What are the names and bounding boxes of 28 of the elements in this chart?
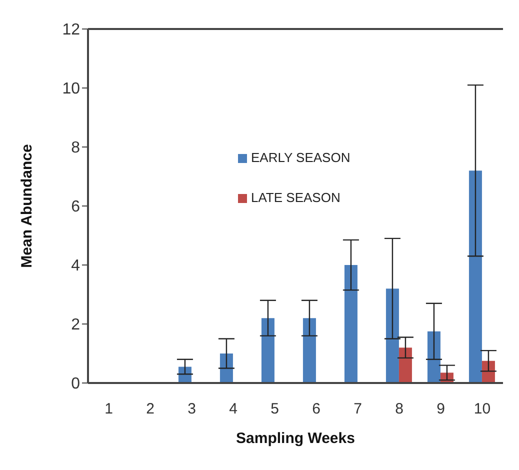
legend-label: LATE SEASON: [251, 190, 340, 205]
y-tick-label: 12: [62, 22, 80, 39]
bar: [468, 170, 482, 383]
y-tick-label: 10: [62, 80, 80, 98]
x-tick-label: 5: [270, 400, 279, 418]
x-tick-label: 4: [229, 400, 238, 418]
x-tick-label: 2: [146, 400, 154, 418]
y-tick-label: 0: [71, 376, 80, 393]
bar: [302, 318, 316, 383]
x-tick-label: 10: [474, 400, 491, 418]
x-tick-label: 8: [395, 400, 404, 418]
x-tick-label: 1: [104, 400, 113, 418]
legend-label: EARLY SEASON: [251, 150, 350, 165]
bar: [386, 288, 399, 383]
bar: [427, 331, 440, 383]
y-tick-label: 6: [71, 198, 80, 216]
y-tick-label: 2: [71, 316, 80, 334]
bar: [261, 318, 274, 383]
x-axis-title: Sampling Weeks: [236, 430, 355, 447]
x-tick-label: 7: [354, 400, 362, 418]
y-tick-label: 4: [71, 258, 80, 275]
y-axis-title: Mean Abundance: [18, 144, 36, 268]
y-tick-label: 8: [71, 140, 80, 157]
bar: [398, 348, 412, 383]
x-tick-label: 3: [188, 400, 196, 418]
x-tick-label: 9: [436, 400, 445, 418]
x-tick-label: 6: [312, 400, 320, 418]
bar: [344, 265, 358, 383]
